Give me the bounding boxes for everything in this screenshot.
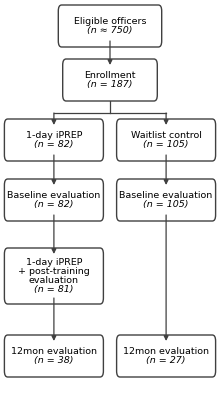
Text: (n = 82): (n = 82) (34, 200, 74, 209)
Text: Waitlist control: Waitlist control (131, 131, 202, 140)
Text: (n = 187): (n = 187) (87, 80, 133, 89)
Text: Baseline evaluation: Baseline evaluation (119, 191, 213, 200)
Text: (n = 27): (n = 27) (146, 356, 186, 365)
Text: 12mon evaluation: 12mon evaluation (11, 347, 97, 356)
Text: (n = 105): (n = 105) (143, 140, 189, 149)
FancyBboxPatch shape (4, 248, 103, 304)
FancyBboxPatch shape (4, 335, 103, 377)
Text: (n = 38): (n = 38) (34, 356, 74, 365)
FancyBboxPatch shape (117, 119, 216, 161)
FancyBboxPatch shape (117, 179, 216, 221)
Text: (n = 105): (n = 105) (143, 200, 189, 209)
FancyBboxPatch shape (117, 335, 216, 377)
Text: + post-training: + post-training (18, 267, 90, 276)
Text: 1-day iPREP: 1-day iPREP (26, 131, 82, 140)
Text: (n = 81): (n = 81) (34, 285, 74, 294)
FancyBboxPatch shape (4, 179, 103, 221)
Text: Baseline evaluation: Baseline evaluation (7, 191, 101, 200)
Text: Eligible officers: Eligible officers (74, 17, 146, 26)
FancyBboxPatch shape (4, 119, 103, 161)
Text: (n = 82): (n = 82) (34, 140, 74, 149)
Text: (n ≈ 750): (n ≈ 750) (87, 26, 133, 35)
FancyBboxPatch shape (58, 5, 162, 47)
Text: Enrollment: Enrollment (84, 71, 136, 80)
Text: 12mon evaluation: 12mon evaluation (123, 347, 209, 356)
FancyBboxPatch shape (63, 59, 157, 101)
Text: 1-day iPREP: 1-day iPREP (26, 258, 82, 267)
Text: evaluation: evaluation (29, 276, 79, 285)
